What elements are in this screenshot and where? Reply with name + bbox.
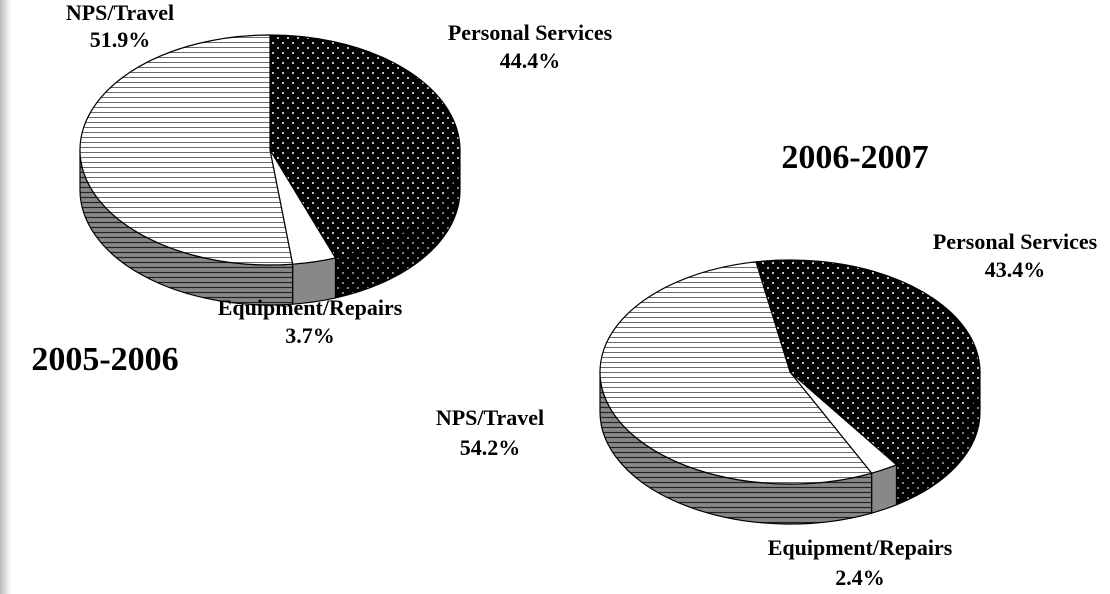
chart-title: 2005-2006 bbox=[31, 341, 178, 378]
window-edge bbox=[0, 0, 12, 594]
slice-label: NPS/Travel bbox=[66, 0, 174, 25]
slice-value-label: 44.4% bbox=[500, 48, 561, 73]
slice-value-label: 51.9% bbox=[90, 27, 151, 52]
pie-slice bbox=[269, 34, 461, 259]
slice-value-label: 2.4% bbox=[835, 565, 885, 590]
slice-label: NPS/Travel bbox=[436, 405, 544, 430]
chart-title: 2006-2007 bbox=[781, 139, 928, 176]
slice-value-label: 54.2% bbox=[460, 435, 521, 460]
pie-slice bbox=[79, 34, 294, 266]
slice-label: Personal Services bbox=[933, 229, 1098, 254]
slice-label: Personal Services bbox=[448, 20, 613, 45]
pie-slice bbox=[755, 259, 981, 466]
slice-value-label: 43.4% bbox=[985, 257, 1046, 282]
pie-slice bbox=[599, 261, 873, 485]
slice-value-label: 3.7% bbox=[285, 323, 335, 348]
slice-label: Equipment/Repairs bbox=[218, 295, 403, 320]
slice-label: Equipment/Repairs bbox=[768, 535, 953, 560]
